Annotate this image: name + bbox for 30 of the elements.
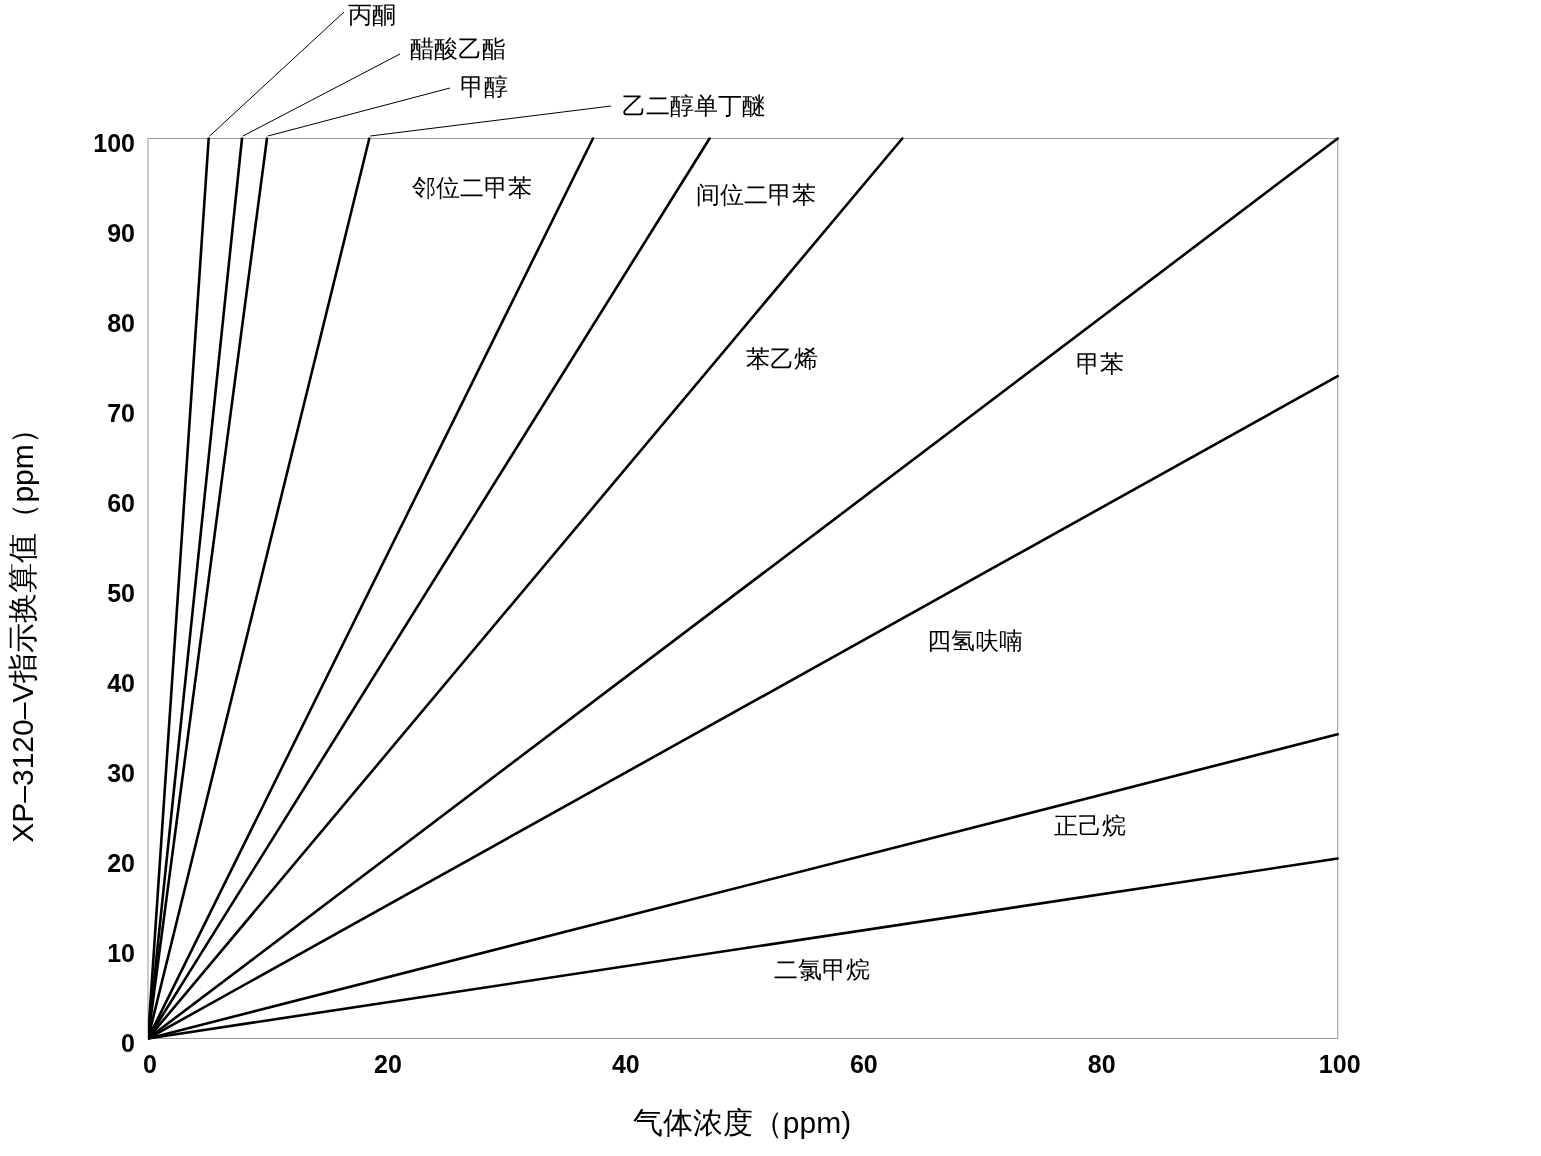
x-axis-title: 气体浓度（ppm) [632, 1105, 852, 1139]
y-tick-label: 100 [93, 128, 135, 157]
series-label: 间位二甲苯 [696, 180, 816, 208]
y-tick-label: 30 [107, 758, 135, 787]
text: 丙酮 [348, 0, 396, 28]
x-tick-label: 0 [143, 1050, 157, 1078]
series-label: 二氯甲烷 [774, 955, 870, 983]
x-tick-label: 40 [611, 1050, 640, 1078]
y-tick-label: 70 [107, 398, 135, 427]
y-tick-label: 60 [107, 488, 135, 517]
x-tick-label: 20 [374, 1050, 402, 1078]
y-tick-label: 0 [121, 1028, 135, 1057]
x-tick-label: 60 [849, 1050, 878, 1078]
text: 醋酸乙酯 [410, 34, 506, 62]
series-label: 苯乙烯 [746, 344, 818, 372]
y-tick-label: 90 [107, 218, 135, 247]
series-label: 正己烷 [1054, 811, 1126, 839]
y-axis-title: XP–3120–V指示换算值（ppm） [5, 414, 39, 843]
series-label: 甲苯 [1076, 349, 1124, 377]
y-tick-label: 80 [107, 308, 135, 337]
series-label: 四氢呋喃 [927, 626, 1023, 654]
x-tick-label: 100 [1318, 1050, 1361, 1078]
y-tick-label: 50 [107, 578, 135, 607]
x-tick-label: 80 [1087, 1050, 1116, 1078]
series-label: 邻位二甲苯 [412, 173, 532, 201]
text: 乙二醇单丁醚 [622, 91, 766, 119]
y-tick-label: 10 [107, 938, 135, 967]
y-tick-label: 20 [107, 848, 135, 877]
text: 甲醇 [460, 72, 508, 100]
y-tick-label: 40 [107, 668, 135, 697]
